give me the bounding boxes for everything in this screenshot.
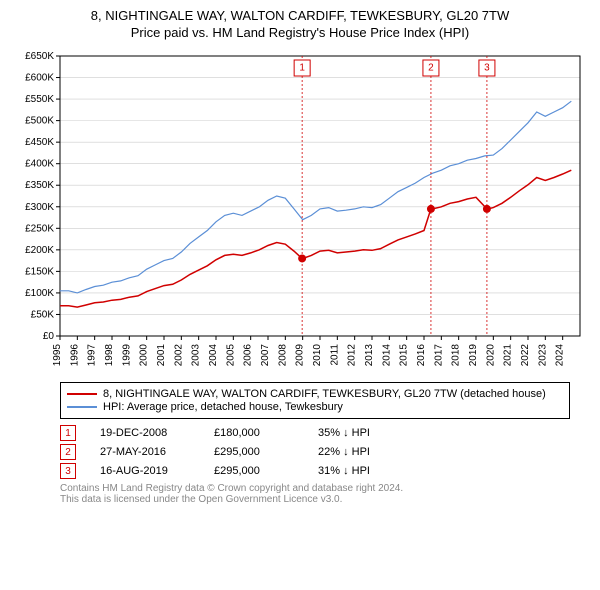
legend-swatch bbox=[67, 393, 97, 395]
y-tick-label: £550K bbox=[25, 94, 54, 105]
y-tick-label: £100K bbox=[25, 288, 54, 299]
x-tick-label: 1996 bbox=[69, 344, 80, 367]
x-tick-label: 2012 bbox=[347, 344, 358, 367]
marker-number: 1 bbox=[299, 63, 305, 74]
transaction-diff: 35% ↓ HPI bbox=[318, 427, 408, 439]
x-tick-label: 2016 bbox=[416, 344, 427, 367]
y-tick-label: £250K bbox=[25, 223, 54, 234]
transactions-table: 1 19-DEC-2008 £180,000 35% ↓ HPI 2 27-MAY-201… bbox=[60, 425, 570, 479]
x-tick-label: 1999 bbox=[121, 344, 132, 367]
y-tick-label: £150K bbox=[25, 266, 54, 277]
x-tick-label: 2015 bbox=[399, 344, 410, 367]
x-tick-label: 2004 bbox=[208, 344, 219, 367]
transaction-diff: 31% ↓ HPI bbox=[318, 465, 408, 477]
x-tick-label: 2018 bbox=[451, 344, 462, 367]
x-tick-label: 2000 bbox=[139, 344, 150, 367]
x-tick-label: 2023 bbox=[537, 344, 548, 367]
y-tick-label: £350K bbox=[25, 180, 54, 191]
legend-swatch bbox=[67, 406, 97, 408]
y-tick-label: £300K bbox=[25, 202, 54, 213]
x-tick-label: 2001 bbox=[156, 344, 167, 367]
transaction-date: 16-AUG-2019 bbox=[100, 465, 190, 477]
marker-dot bbox=[427, 205, 435, 213]
transaction-number: 3 bbox=[60, 463, 76, 479]
x-tick-label: 1995 bbox=[52, 344, 63, 367]
x-tick-label: 2021 bbox=[503, 344, 514, 367]
legend-label: 8, NIGHTINGALE WAY, WALTON CARDIFF, TEWK… bbox=[103, 388, 546, 400]
x-tick-label: 2005 bbox=[225, 344, 236, 367]
title-subtitle: Price paid vs. HM Land Registry's House … bbox=[10, 25, 590, 40]
y-tick-label: £650K bbox=[25, 51, 54, 62]
y-tick-label: £600K bbox=[25, 73, 54, 84]
chart-titles: 8, NIGHTINGALE WAY, WALTON CARDIFF, TEWK… bbox=[10, 8, 590, 40]
x-tick-label: 2009 bbox=[295, 344, 306, 367]
footer-line-2: This data is licensed under the Open Gov… bbox=[60, 494, 570, 505]
transaction-number: 2 bbox=[60, 444, 76, 460]
transaction-number: 1 bbox=[60, 425, 76, 441]
transaction-date: 19-DEC-2008 bbox=[100, 427, 190, 439]
x-tick-label: 1998 bbox=[104, 344, 115, 367]
transaction-row: 2 27-MAY-2016 £295,000 22% ↓ HPI bbox=[60, 444, 570, 460]
transaction-diff: 22% ↓ HPI bbox=[318, 446, 408, 458]
marker-dot bbox=[483, 205, 491, 213]
title-address: 8, NIGHTINGALE WAY, WALTON CARDIFF, TEWK… bbox=[10, 8, 590, 23]
footer-line-1: Contains HM Land Registry data © Crown c… bbox=[60, 483, 570, 494]
transaction-row: 3 16-AUG-2019 £295,000 31% ↓ HPI bbox=[60, 463, 570, 479]
x-tick-label: 2003 bbox=[191, 344, 202, 367]
x-tick-label: 2013 bbox=[364, 344, 375, 367]
x-tick-label: 2020 bbox=[485, 344, 496, 367]
x-tick-label: 2006 bbox=[243, 344, 254, 367]
y-tick-label: £450K bbox=[25, 137, 54, 148]
x-tick-label: 2008 bbox=[277, 344, 288, 367]
chart-area: £0 £50K £100K £150K £200K £250K £300K £350K £400… bbox=[10, 46, 590, 376]
y-tick-label: £400K bbox=[25, 159, 54, 170]
transaction-price: £295,000 bbox=[214, 446, 294, 458]
transaction-price: £295,000 bbox=[214, 465, 294, 477]
y-tick-label: £500K bbox=[25, 116, 54, 127]
x-tick-label: 2017 bbox=[433, 344, 444, 367]
transaction-price: £180,000 bbox=[214, 427, 294, 439]
x-tick-label: 2010 bbox=[312, 344, 323, 367]
legend-label: HPI: Average price, detached house, Tewk… bbox=[103, 401, 343, 413]
legend-item: 8, NIGHTINGALE WAY, WALTON CARDIFF, TEWK… bbox=[67, 388, 563, 400]
legend: 8, NIGHTINGALE WAY, WALTON CARDIFF, TEWK… bbox=[60, 382, 570, 419]
attribution-footer: Contains HM Land Registry data © Crown c… bbox=[60, 483, 570, 505]
transaction-row: 1 19-DEC-2008 £180,000 35% ↓ HPI bbox=[60, 425, 570, 441]
price-chart: £0 £50K £100K £150K £200K £250K £300K £350K £400… bbox=[10, 46, 590, 376]
y-tick-label: £200K bbox=[25, 245, 54, 256]
x-tick-label: 2011 bbox=[329, 344, 340, 366]
x-tick-label: 2024 bbox=[555, 344, 566, 367]
legend-item: HPI: Average price, detached house, Tewk… bbox=[67, 401, 563, 413]
x-tick-label: 2022 bbox=[520, 344, 531, 367]
marker-number: 3 bbox=[484, 63, 490, 74]
x-tick-label: 2007 bbox=[260, 344, 271, 367]
x-tick-label: 2014 bbox=[381, 344, 392, 367]
x-tick-label: 1997 bbox=[87, 344, 98, 367]
transaction-date: 27-MAY-2016 bbox=[100, 446, 190, 458]
marker-number: 2 bbox=[428, 63, 434, 74]
x-tick-label: 2019 bbox=[468, 344, 479, 367]
y-tick-label: £0 bbox=[43, 331, 55, 342]
marker-dot bbox=[298, 254, 306, 262]
x-tick-label: 2002 bbox=[173, 344, 184, 367]
y-tick-label: £50K bbox=[31, 309, 55, 320]
